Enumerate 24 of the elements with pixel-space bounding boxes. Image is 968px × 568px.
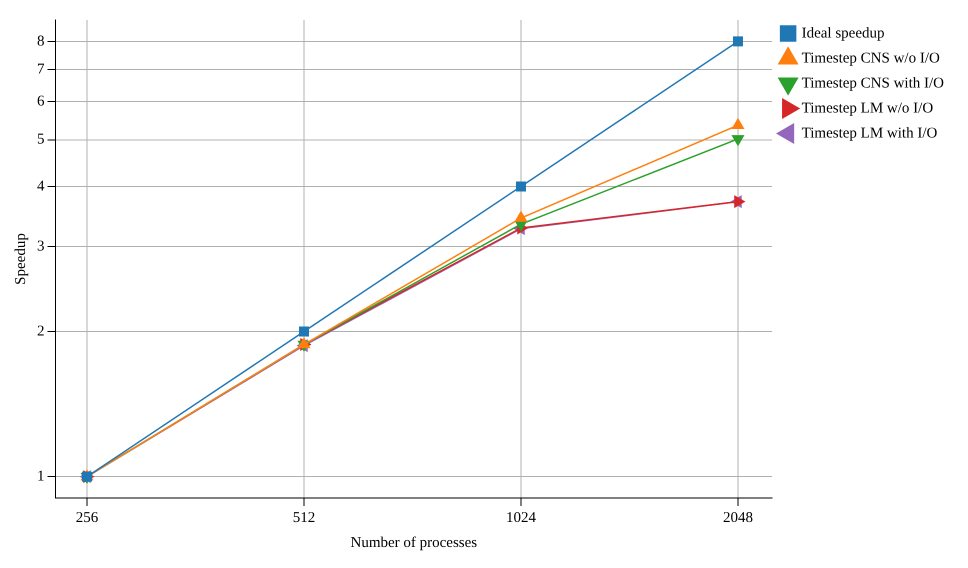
x-tick-label: 2048 <box>722 510 753 526</box>
y-tick-label: 2 <box>37 323 44 340</box>
y-axis-title: Speedup <box>12 233 29 285</box>
legend-label: Ideal speedup <box>802 25 885 42</box>
legend-label: Timestep CNS w/o I/O <box>802 50 940 66</box>
y-tick-label: 8 <box>37 33 44 50</box>
y-tick-label: 1 <box>37 468 44 485</box>
legend-label: Timestep LM with I/O <box>802 125 938 142</box>
point <box>732 36 743 46</box>
legend-label: Timestep CNS with I/O <box>802 75 944 92</box>
point <box>298 326 309 337</box>
x-tick-label: 256 <box>76 510 99 526</box>
y-tick-label: 3 <box>37 238 44 255</box>
legend-label: Timestep LM w/o I/O <box>802 100 934 116</box>
y-tick-label: 7 <box>37 61 45 78</box>
y-tick-label: 4 <box>37 178 45 194</box>
y-tick-label: 6 <box>37 94 45 110</box>
x-tick-label: 1024 <box>506 510 536 526</box>
x-tick-label: 512 <box>292 510 316 526</box>
point <box>82 472 92 482</box>
y-tick-label: 5 <box>37 132 44 148</box>
point <box>516 181 526 192</box>
x-axis-title: Number of processes <box>350 534 478 551</box>
point <box>732 135 744 146</box>
